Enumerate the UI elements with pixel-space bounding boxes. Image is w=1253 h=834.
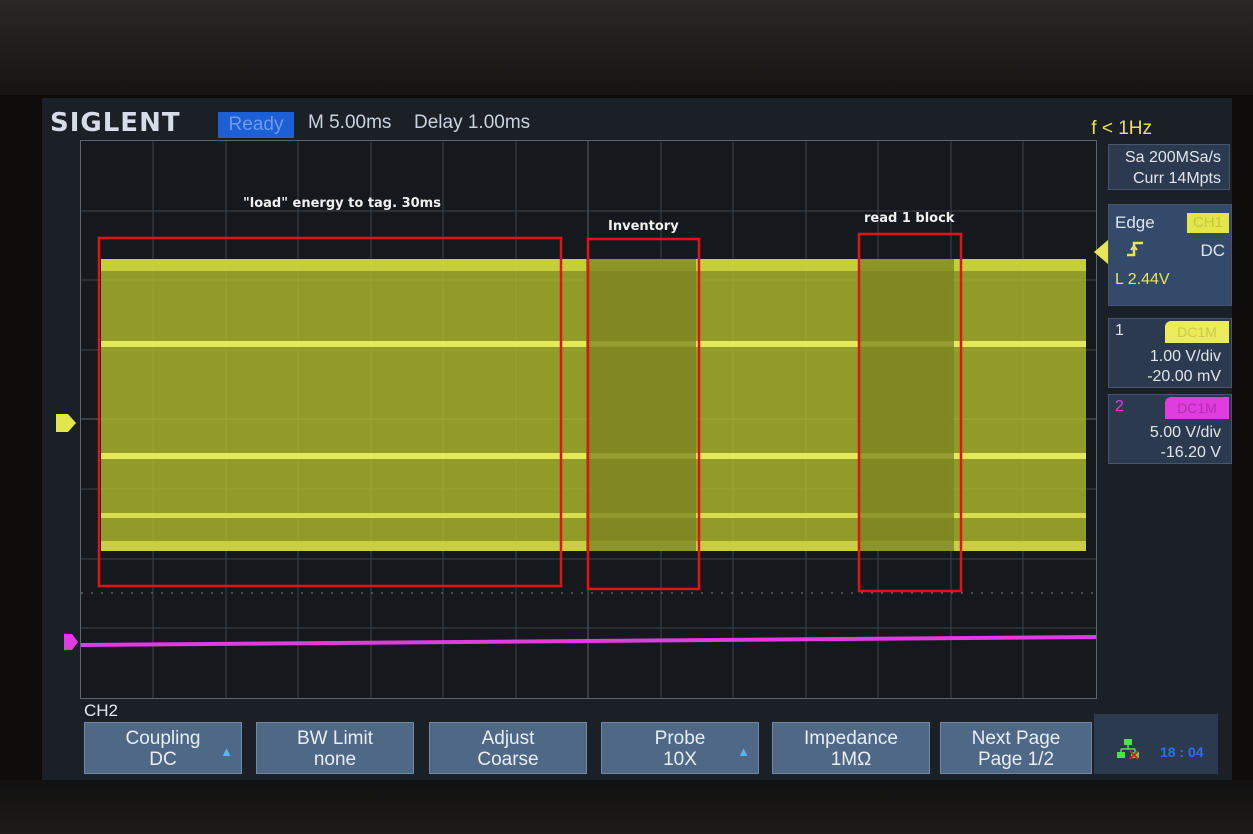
- rising-edge-icon: [1125, 239, 1145, 264]
- next-page-softkey[interactable]: Next Page Page 1/2: [940, 722, 1092, 774]
- bw-limit-softkey[interactable]: BW Limit none: [256, 722, 414, 774]
- annotation-read-block-label: read 1 block: [864, 211, 955, 226]
- rising-edge-glyph: [1127, 241, 1143, 257]
- timebase-readout[interactable]: M 5.00ms: [308, 112, 392, 133]
- annotation-inventory-label: Inventory: [608, 219, 679, 234]
- ch2-offset-marker[interactable]: [62, 632, 80, 652]
- ch2-number: 2: [1115, 398, 1124, 415]
- trigger-level-marker[interactable]: [1092, 240, 1108, 264]
- scope-bezel-top: [0, 0, 1253, 95]
- softkey-value: Page 1/2: [977, 749, 1055, 770]
- brand-logo: SIGLENT: [50, 108, 181, 138]
- softkey-label: Impedance: [803, 728, 898, 749]
- clock: 18 : 04: [1160, 744, 1204, 760]
- ch2-trace: [81, 635, 1096, 647]
- softkey-label: Coupling: [125, 728, 201, 749]
- trigger-type: Edge: [1115, 213, 1155, 232]
- status-area: 18 : 04: [1094, 714, 1218, 774]
- acquisition-box[interactable]: Sa 200MSa/s Curr 14Mpts: [1108, 144, 1230, 190]
- probe-softkey[interactable]: Probe 10X ▲: [601, 722, 759, 774]
- softkey-label: BW Limit: [297, 728, 373, 749]
- waveform-display: [81, 141, 1096, 698]
- oscilloscope-screen: SIGLENT Ready M 5.00ms Delay 1.00ms f < …: [42, 98, 1232, 780]
- ch2-scale: 5.00 V/div: [1149, 424, 1221, 441]
- read-block-burst: [859, 259, 954, 551]
- inventory-burst: [586, 259, 696, 551]
- softkey-value: 10X: [663, 749, 697, 770]
- status-badge: Ready: [218, 112, 294, 138]
- ch2-coupling: DC1M: [1165, 397, 1229, 419]
- annotation-box-inventory: [586, 237, 701, 591]
- softkey-label: Probe: [654, 728, 706, 749]
- ch1-number: 1: [1115, 322, 1124, 339]
- memory-depth: Curr 14Mpts: [1132, 170, 1221, 187]
- softkey-value: Coarse: [477, 749, 539, 770]
- annotation-box-load: [97, 236, 563, 588]
- ch1-offset-marker[interactable]: [54, 412, 80, 434]
- scope-bezel-bottom: [0, 780, 1253, 834]
- ch2-settings[interactable]: 2 DC1M 5.00 V/div -16.20 V: [1108, 394, 1232, 464]
- network-icon: [1116, 738, 1140, 766]
- softkey-label: Adjust: [481, 728, 535, 749]
- trigger-level: L 2.44V: [1115, 271, 1170, 288]
- info-panel: Sa 200MSa/s Curr 14Mpts Edge CH1 DC L 2.…: [1108, 142, 1232, 712]
- ch2-offset: -16.20 V: [1160, 444, 1221, 461]
- coupling-softkey[interactable]: Coupling DC ▲: [84, 722, 242, 774]
- delay-readout[interactable]: Delay 1.00ms: [414, 112, 531, 133]
- annotation-load-label: "load" energy to tag. 30ms: [243, 196, 441, 211]
- frequency-counter: f < 1Hz: [1091, 118, 1152, 139]
- cycle-arrow-icon: ▲: [737, 744, 750, 759]
- trigger-coupling: DC: [1200, 241, 1225, 260]
- softkey-value: none: [313, 749, 357, 770]
- waveform-grid[interactable]: "load" energy to tag. 30ms Inventory rea…: [80, 140, 1097, 699]
- cycle-arrow-icon: ▲: [220, 744, 233, 759]
- softkey-label: Next Page: [971, 728, 1061, 749]
- network-glyph: [1117, 739, 1139, 760]
- ch1-offset: -20.00 mV: [1147, 368, 1221, 385]
- ch1-scale: 1.00 V/div: [1149, 348, 1221, 365]
- impedance-softkey[interactable]: Impedance 1MΩ: [772, 722, 930, 774]
- trigger-source: CH1: [1187, 213, 1229, 233]
- ch1-coupling: DC1M: [1165, 321, 1229, 343]
- trigger-box[interactable]: Edge CH1 DC L 2.44V: [1108, 204, 1232, 306]
- adjust-softkey[interactable]: Adjust Coarse: [429, 722, 587, 774]
- sample-rate: Sa 200MSa/s: [1124, 149, 1221, 166]
- menu-channel-label: CH2: [84, 701, 119, 720]
- softkey-value: 1MΩ: [830, 749, 872, 770]
- ch1-settings[interactable]: 1 DC1M 1.00 V/div -20.00 mV: [1108, 318, 1232, 388]
- annotation-box-read-block: [857, 232, 963, 593]
- softkey-value: DC: [149, 749, 177, 770]
